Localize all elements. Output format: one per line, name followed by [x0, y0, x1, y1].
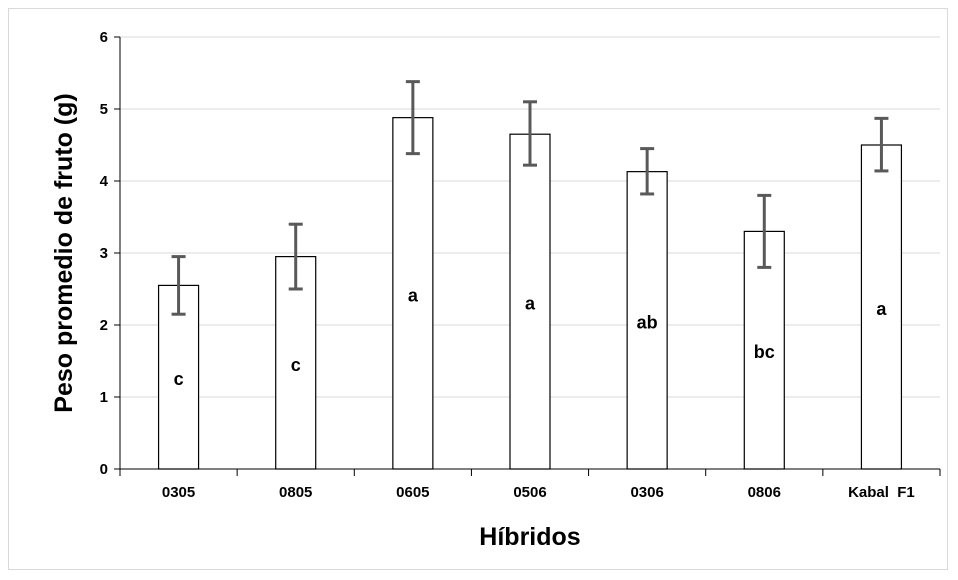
significance-letter: bc — [754, 342, 775, 362]
significance-letter: c — [174, 369, 184, 389]
significance-letter: c — [291, 355, 301, 375]
significance-letter: a — [876, 299, 887, 319]
significance-letter: a — [525, 294, 536, 314]
bar — [275, 256, 317, 470]
bar — [860, 144, 903, 470]
x-tick-label: 0506 — [513, 484, 546, 501]
y-tick-label: 5 — [100, 101, 108, 118]
bar — [509, 133, 551, 470]
y-tick-label: 6 — [100, 29, 108, 46]
error-bars — [171, 80, 889, 316]
bar — [626, 171, 668, 470]
significance-letter: ab — [637, 312, 658, 332]
x-tick-labels: 0305 0805 0605 0506 0306 0806 Kabal F1 — [162, 484, 915, 501]
y-tick-label: 1 — [100, 389, 108, 406]
x-tick-label: 0805 — [279, 484, 312, 501]
y-tick-label: 3 — [100, 245, 108, 262]
y-axis-label: Peso promedio de fruto (g) — [50, 93, 78, 412]
axes — [114, 36, 941, 476]
bar — [743, 230, 785, 470]
x-tick-label: 0306 — [630, 484, 663, 501]
y-tick-label: 4 — [100, 173, 109, 190]
y-tick-label: 0 — [100, 461, 108, 478]
x-tick-label: 0605 — [396, 484, 429, 501]
significance-letter: a — [408, 285, 419, 305]
y-tick-label: 2 — [100, 317, 108, 334]
x-tick-label: 0806 — [748, 484, 781, 501]
x-axis-label: Híbridos — [479, 523, 580, 551]
y-tick-labels: 0 1 2 3 4 5 6 — [100, 29, 109, 478]
bar — [157, 284, 200, 470]
x-tick-label: 0305 — [162, 484, 195, 501]
x-tick-label: Kabal F1 — [848, 484, 915, 501]
significance-letters: c c a a ab bc a — [174, 285, 888, 389]
